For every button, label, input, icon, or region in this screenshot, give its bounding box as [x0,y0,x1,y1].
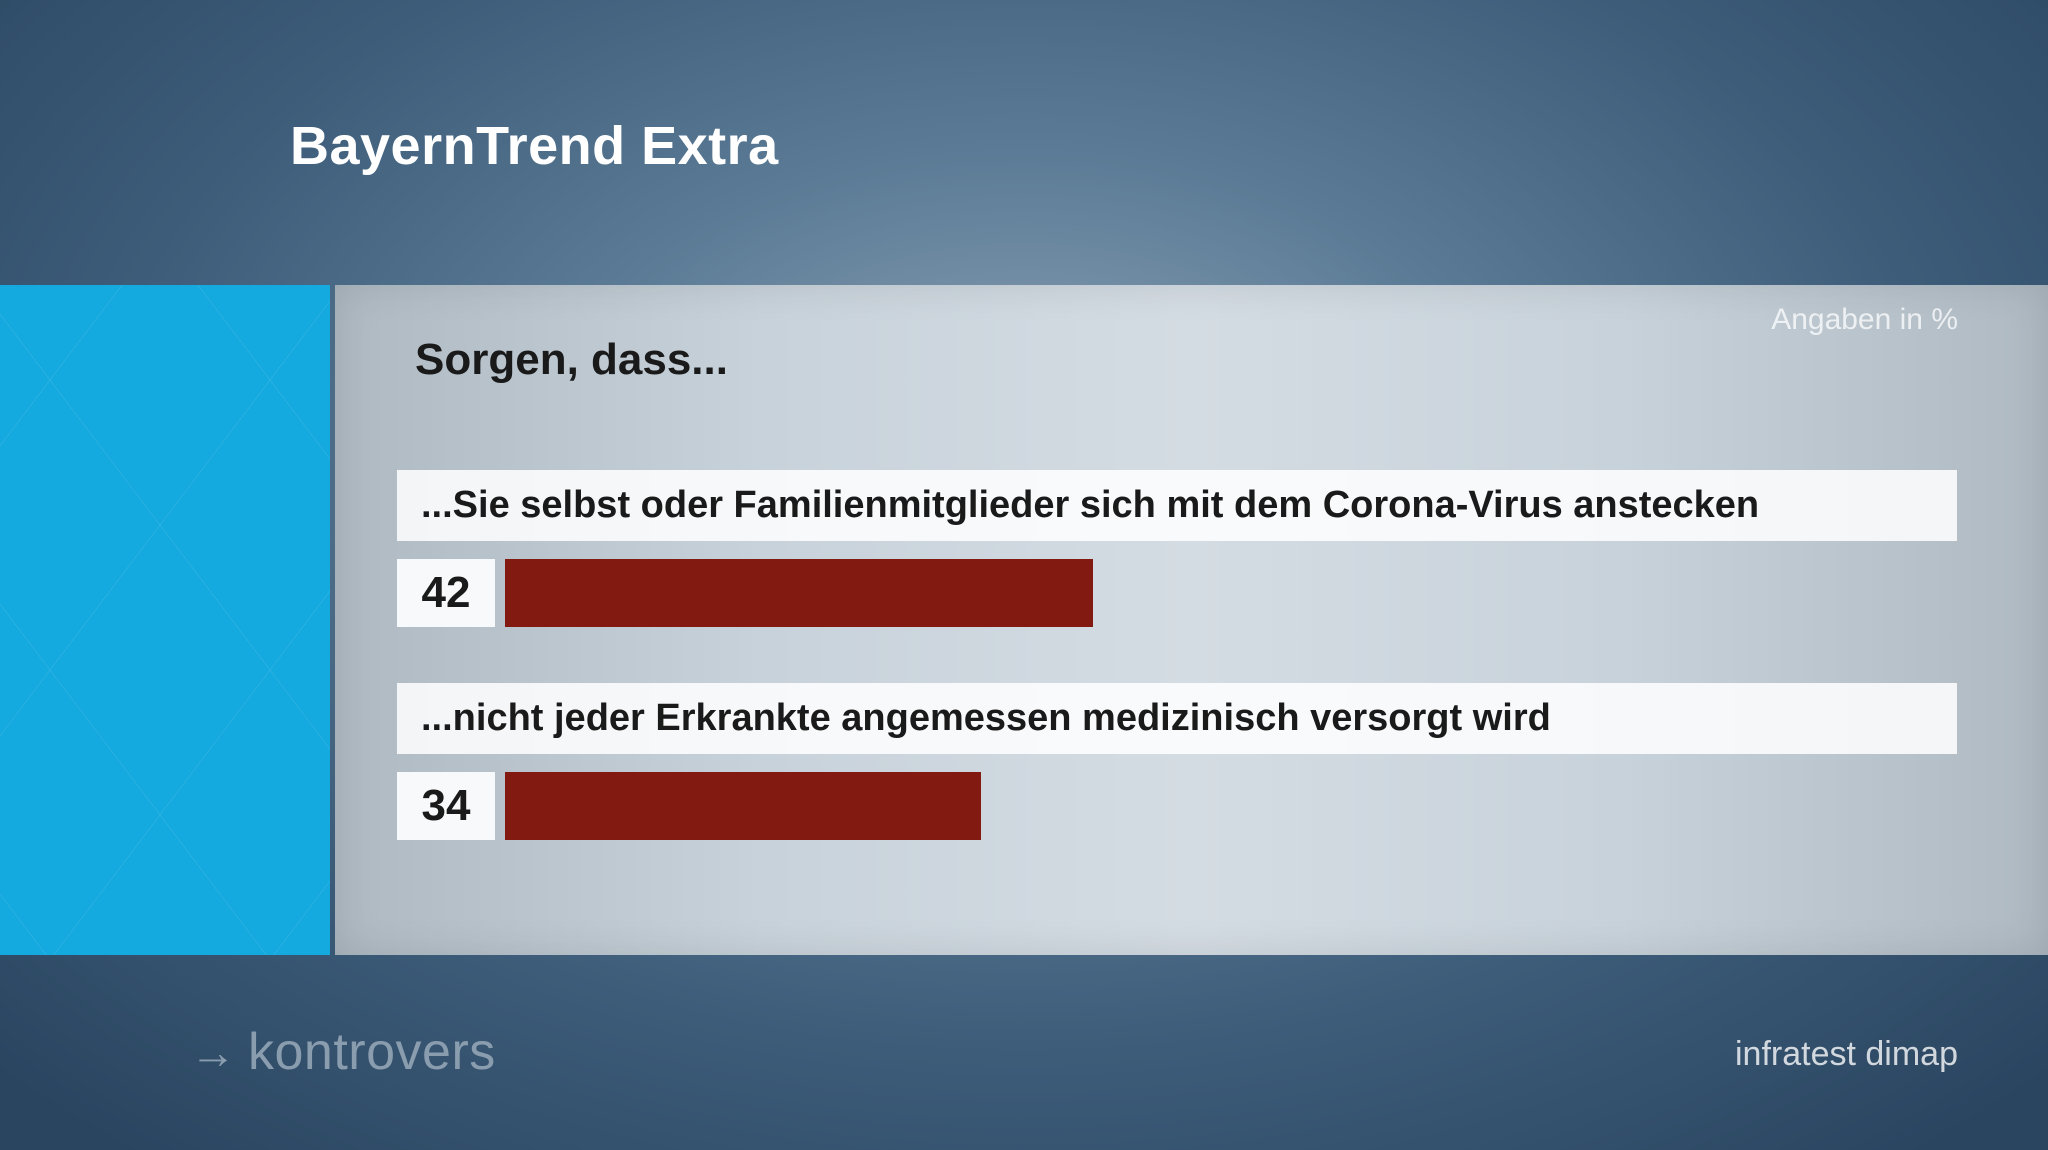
chart-item: ...nicht jeder Erkrankte angemessen medi… [397,683,1957,840]
footer-credit-right: infratest dimap [1735,1035,1958,1074]
chart-item-value: 42 [397,559,495,627]
chart-item-value: 34 [397,772,495,840]
chart-item-label: ...nicht jeder Erkrankte angemessen medi… [397,683,1957,754]
chart-item-bar [505,772,981,840]
chart-item-bar [505,559,1093,627]
question-title: Sorgen, dass... [415,335,728,385]
unit-label: Angaben in % [1771,303,1958,337]
footer-brand-left: → kontrovers [190,1022,496,1082]
footer-brand-text: kontrovers [248,1022,496,1082]
chart-panel: Angaben in % Sorgen, dass... ...Sie selb… [335,285,2048,955]
page-title: BayernTrend Extra [290,115,779,177]
chart-item-bar-row: 34 [397,772,1957,840]
chart-item-label: ...Sie selbst oder Familienmitglieder si… [397,470,1957,541]
chart-item: ...Sie selbst oder Familienmitglieder si… [397,470,1957,627]
arrow-right-icon: → [190,1025,236,1079]
bavarian-flag [0,285,330,955]
chart-item-bar-row: 42 [397,559,1957,627]
